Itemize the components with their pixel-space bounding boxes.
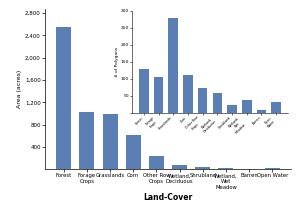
Bar (183, 76, 193, 113)
Y-axis label: Area (acres): Area (acres) (17, 70, 22, 108)
Bar (198, 88, 207, 113)
Bar (265, 168, 280, 169)
Bar (257, 110, 266, 113)
Bar (103, 114, 118, 169)
Bar (169, 18, 178, 113)
Y-axis label: # of Polygons: # of Polygons (116, 47, 119, 77)
Bar (218, 168, 233, 169)
Bar (227, 105, 237, 113)
Bar (126, 135, 141, 169)
Bar (56, 26, 71, 169)
Bar (195, 167, 210, 169)
Bar (149, 156, 164, 169)
Bar (154, 77, 163, 113)
Bar (80, 112, 94, 169)
Bar (213, 94, 222, 113)
Bar (139, 69, 148, 113)
Bar (172, 165, 187, 169)
Bar (242, 100, 251, 113)
Bar (272, 102, 281, 113)
X-axis label: Land-Cover: Land-Cover (143, 193, 193, 202)
